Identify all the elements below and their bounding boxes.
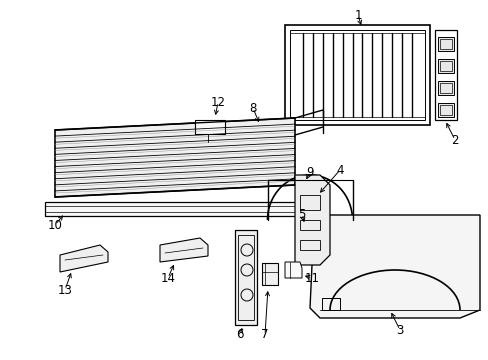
Text: 14: 14 (160, 271, 175, 284)
Bar (299, 195, 319, 210)
Bar (439, 83, 451, 93)
Bar (437, 103, 453, 117)
Text: 4: 4 (336, 163, 343, 176)
Bar (437, 81, 453, 95)
Bar (285, 25, 429, 125)
Bar (235, 230, 257, 325)
Bar (439, 61, 451, 71)
Text: 5: 5 (298, 207, 305, 220)
Bar (45, 206, 305, 212)
Bar (299, 220, 319, 230)
Polygon shape (160, 238, 207, 262)
Text: 10: 10 (47, 219, 62, 231)
Bar (262, 263, 278, 285)
Text: 12: 12 (210, 95, 225, 108)
Bar (439, 39, 451, 49)
Text: 9: 9 (305, 166, 313, 179)
Bar (434, 30, 456, 120)
Text: 7: 7 (261, 328, 268, 342)
Bar (321, 298, 339, 310)
Text: 13: 13 (58, 284, 72, 297)
Polygon shape (285, 262, 302, 278)
Polygon shape (60, 245, 108, 272)
Bar (45, 202, 305, 216)
Text: 1: 1 (353, 9, 361, 22)
Polygon shape (294, 175, 329, 265)
Polygon shape (309, 215, 479, 318)
Bar (439, 105, 451, 115)
Text: 8: 8 (249, 102, 256, 114)
Bar (437, 37, 453, 51)
Text: 6: 6 (236, 328, 243, 342)
Bar (289, 30, 424, 120)
Text: 2: 2 (450, 134, 458, 147)
Bar (299, 240, 319, 250)
Bar (238, 235, 253, 320)
Text: 3: 3 (395, 324, 403, 337)
Polygon shape (55, 118, 294, 197)
Bar (437, 59, 453, 73)
Text: 11: 11 (304, 271, 319, 284)
Bar (195, 120, 224, 134)
